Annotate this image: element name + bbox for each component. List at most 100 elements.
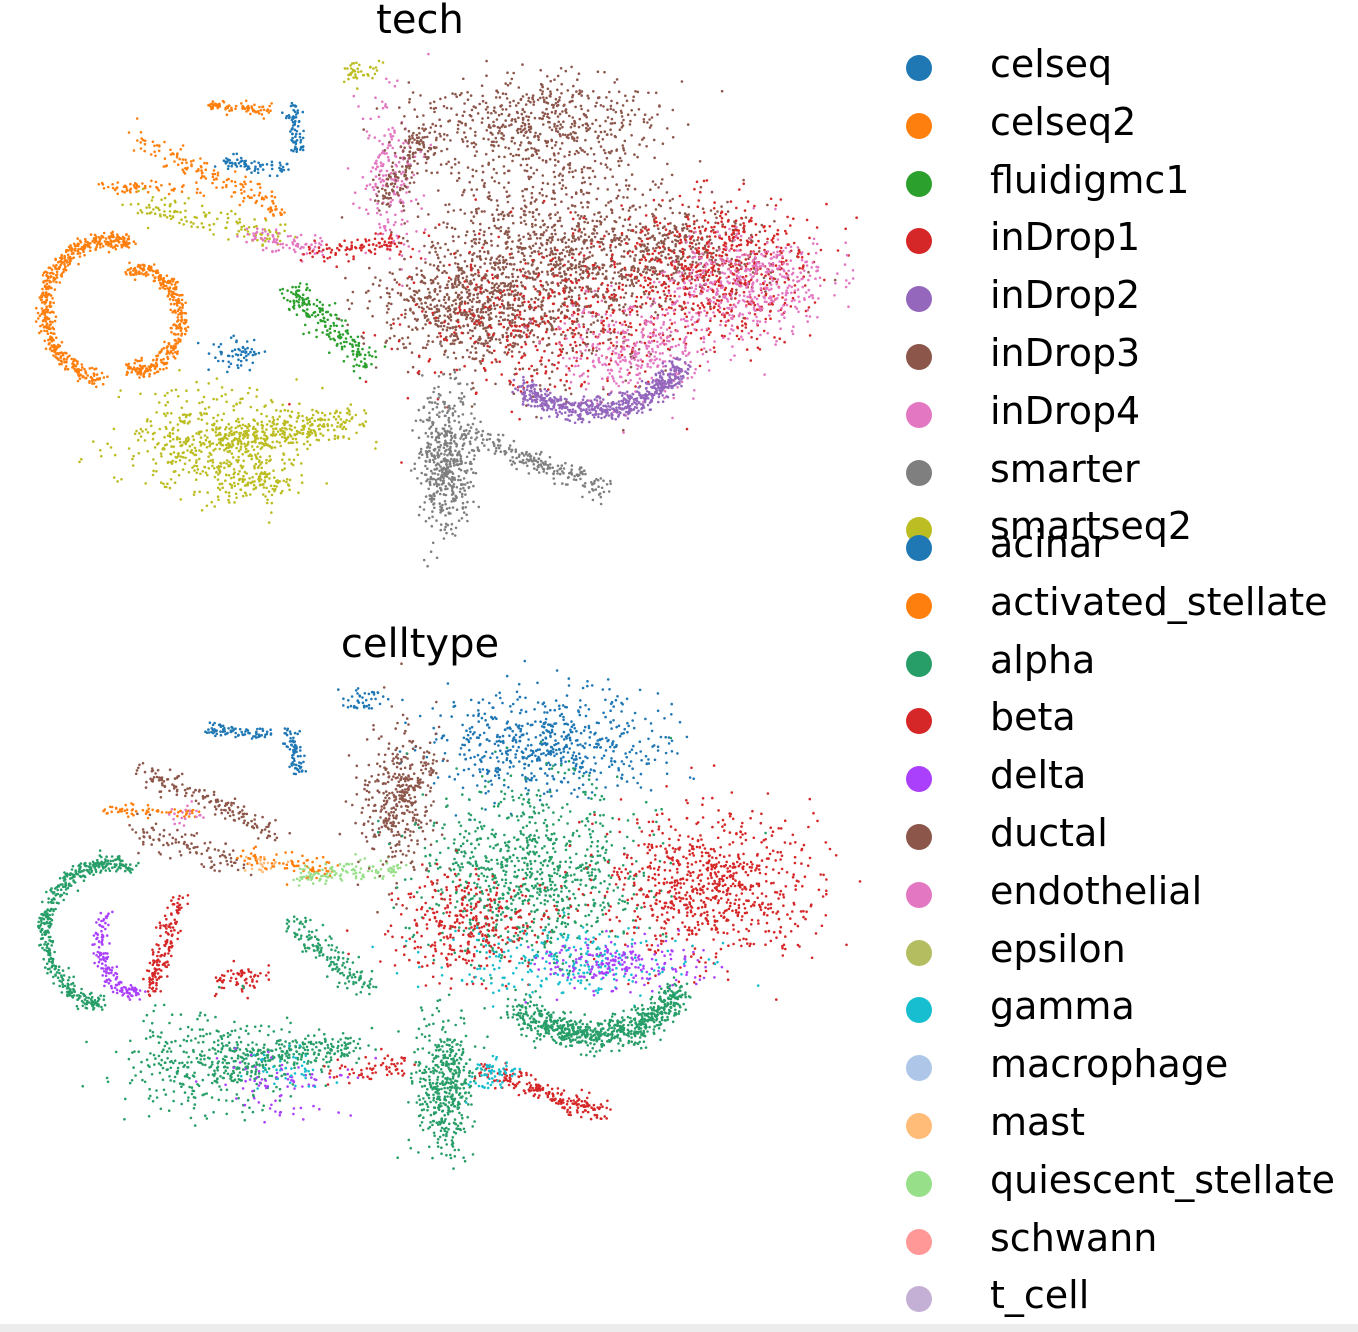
point-smartseq2	[227, 464, 230, 468]
point-inDrop3	[519, 260, 522, 264]
point-inDrop3	[503, 125, 507, 129]
point-inDrop3	[560, 224, 563, 228]
point-celseq2	[139, 141, 142, 144]
point-inDrop3	[558, 181, 561, 185]
point-inDrop3	[541, 90, 544, 93]
point-smartseq2	[201, 400, 204, 404]
point-inDrop4	[407, 245, 411, 248]
point-smartseq2	[300, 481, 304, 485]
point-celseq2	[177, 318, 180, 322]
point-celseq2	[64, 268, 68, 272]
point-inDrop3	[411, 141, 414, 144]
point-inDrop3	[505, 262, 509, 266]
point-celseq	[257, 351, 261, 355]
point-celseq2	[244, 175, 247, 179]
point-fluidigmc1	[359, 360, 363, 363]
point-smartseq2	[216, 413, 220, 417]
point-celseq2	[62, 270, 65, 274]
point-smartseq2	[229, 462, 233, 466]
point-inDrop3	[538, 132, 542, 136]
point-inDrop4	[396, 79, 399, 82]
point-inDrop3	[470, 108, 474, 112]
point-celseq2	[170, 283, 174, 286]
point-inDrop3	[580, 190, 583, 194]
point-smartseq2	[238, 470, 241, 473]
point-fluidigmc1	[351, 343, 354, 347]
point-smartseq2	[188, 459, 191, 462]
point-smartseq2	[345, 418, 349, 422]
point-inDrop3	[590, 290, 593, 293]
point-celseq	[296, 109, 300, 112]
point-inDrop4	[394, 221, 397, 224]
point-inDrop3	[615, 344, 619, 348]
point-inDrop3	[519, 163, 523, 167]
point-inDrop3	[548, 120, 551, 124]
tech-scatter	[34, 52, 858, 568]
point-inDrop4	[386, 220, 390, 224]
point-inDrop3	[526, 136, 529, 139]
point-celseq2	[162, 357, 165, 361]
point-inDrop3	[433, 130, 437, 134]
point-smartseq2	[151, 437, 155, 441]
point-smartseq2	[282, 453, 286, 456]
point-celseq	[292, 149, 295, 153]
point-inDrop3	[470, 211, 473, 214]
point-inDrop3	[591, 219, 594, 223]
point-inDrop3	[658, 104, 661, 107]
point-inDrop3	[494, 96, 498, 99]
point-smartseq2	[177, 395, 180, 398]
point-inDrop3	[527, 232, 530, 235]
point-inDrop3	[609, 249, 613, 252]
point-celseq2	[181, 306, 184, 309]
point-inDrop3	[624, 284, 628, 288]
point-inDrop3	[446, 248, 450, 252]
point-inDrop3	[517, 86, 521, 89]
point-inDrop3	[584, 217, 588, 221]
point-celseq2	[172, 187, 176, 191]
point-inDrop3	[615, 196, 618, 200]
point-inDrop3	[455, 325, 458, 329]
point-inDrop3	[472, 230, 476, 233]
point-smartseq2	[258, 480, 261, 483]
point-celseq2	[62, 260, 65, 264]
point-celseq2	[274, 205, 278, 208]
point-inDrop3	[403, 222, 407, 225]
point-celseq2	[201, 171, 204, 174]
point-smartseq2	[154, 392, 157, 396]
point-celseq2	[48, 320, 52, 323]
point-celseq2	[143, 264, 146, 268]
point-inDrop3	[393, 278, 397, 282]
point-smartseq2	[276, 481, 280, 485]
point-inDrop3	[462, 190, 465, 194]
point-inDrop3	[502, 134, 506, 137]
point-celseq2	[163, 157, 167, 160]
point-smartseq2	[237, 440, 240, 443]
point-inDrop3	[661, 178, 664, 181]
point-inDrop3	[529, 254, 532, 258]
point-smartseq2	[264, 495, 267, 498]
point-celseq2	[125, 273, 128, 276]
point-inDrop3	[497, 227, 501, 230]
point-inDrop3	[489, 126, 492, 129]
point-smartseq2	[230, 476, 233, 480]
point-inDrop4	[261, 248, 265, 252]
point-smartseq2	[143, 439, 147, 442]
point-fluidigmc1	[314, 315, 317, 318]
point-celseq	[245, 354, 248, 358]
point-inDrop3	[605, 269, 608, 273]
point-inDrop3	[595, 232, 599, 235]
point-celseq2	[97, 183, 101, 186]
point-smartseq2	[189, 221, 193, 224]
point-celseq2	[60, 257, 64, 261]
point-inDrop4	[357, 105, 360, 108]
point-celseq2	[64, 365, 68, 368]
point-smartseq2	[224, 490, 228, 494]
point-inDrop4	[267, 240, 271, 243]
point-fluidigmc1	[291, 285, 294, 289]
point-inDrop3	[477, 207, 480, 210]
point-inDrop3	[516, 309, 520, 312]
point-celseq2	[163, 280, 167, 283]
point-smartseq2	[301, 414, 304, 418]
point-celseq	[294, 119, 297, 123]
point-smartseq2	[171, 432, 175, 435]
